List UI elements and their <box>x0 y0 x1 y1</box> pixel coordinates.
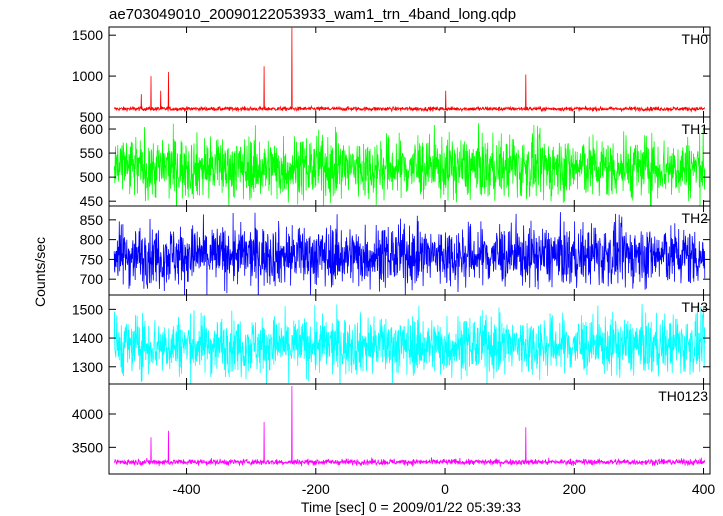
x-tick-label: -400 <box>173 481 201 497</box>
panel-frame <box>108 26 711 118</box>
y-tick-label: 450 <box>80 193 104 209</box>
x-axis-label: Time [sec] 0 = 2009/01/22 05:39:33 <box>301 499 521 515</box>
y-tick-label: 800 <box>80 232 104 248</box>
panel-label: TH0 <box>682 31 709 47</box>
y-tick-label: 1500 <box>72 27 103 43</box>
y-tick-label: 600 <box>80 121 104 137</box>
y-tick-label: 550 <box>80 145 104 161</box>
panel-th1: 450 500 550 600 TH1 <box>80 116 711 209</box>
y-tick-label: 4000 <box>72 406 103 422</box>
y-tick-label: 1400 <box>72 330 103 346</box>
y-tick-label: 700 <box>80 271 104 287</box>
panel-label: TH0123 <box>658 388 708 404</box>
y-tick-label: 1000 <box>72 68 103 84</box>
panel-th3: 1300 1400 1500 TH3 <box>72 294 711 385</box>
panel-label: TH1 <box>682 121 709 137</box>
y-tick-label: 750 <box>80 251 104 267</box>
panel-th0123: 3500 4000 TH0123 <box>72 383 711 475</box>
series-line-th3 <box>113 303 706 384</box>
panel-label: TH2 <box>682 210 709 226</box>
y-tick-label: 500 <box>80 109 104 125</box>
x-tick-label: 200 <box>563 481 587 497</box>
series-line-th1 <box>113 123 706 206</box>
chart-title: ae703049010_20090122053933_wam1_trn_4ban… <box>109 6 516 23</box>
x-tick-label: 400 <box>692 481 716 497</box>
panel-th2: 700 750 800 850 TH2 <box>80 205 711 296</box>
panel-th0: 500 1000 1500 TH0 <box>72 26 711 125</box>
y-tick-label: 1500 <box>72 301 103 317</box>
y-tick-label: 3500 <box>72 439 103 455</box>
x-tick-label: 0 <box>441 481 449 497</box>
y-axis-label: Counts/sec <box>32 237 48 307</box>
panel-frame <box>108 383 711 475</box>
series-line-th0123 <box>113 385 706 467</box>
y-tick-label: 500 <box>80 169 104 185</box>
panels: 500 1000 1500 TH0 450 500 550 600 TH1 700 750 800 85… <box>72 26 716 497</box>
y-tick-label: 1300 <box>72 359 103 375</box>
x-tick-label: -200 <box>302 481 330 497</box>
y-tick-label: 850 <box>80 212 104 228</box>
panel-label: TH3 <box>682 299 709 315</box>
series-line-th2 <box>113 212 706 295</box>
series-line-th0 <box>113 27 706 113</box>
